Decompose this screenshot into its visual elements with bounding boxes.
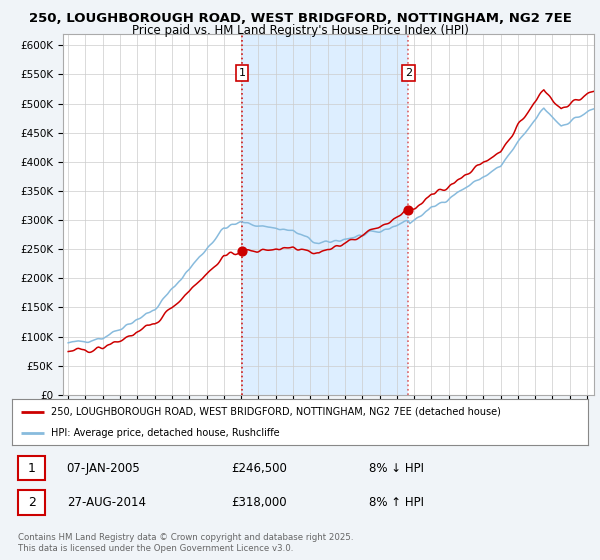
- Text: 2: 2: [28, 496, 35, 509]
- Text: £246,500: £246,500: [231, 462, 287, 475]
- Text: Price paid vs. HM Land Registry's House Price Index (HPI): Price paid vs. HM Land Registry's House …: [131, 24, 469, 37]
- FancyBboxPatch shape: [18, 490, 46, 515]
- Text: 8% ↓ HPI: 8% ↓ HPI: [369, 462, 424, 475]
- Point: [237, 247, 247, 256]
- Text: 07-JAN-2005: 07-JAN-2005: [67, 462, 140, 475]
- Text: 250, LOUGHBOROUGH ROAD, WEST BRIDGFORD, NOTTINGHAM, NG2 7EE: 250, LOUGHBOROUGH ROAD, WEST BRIDGFORD, …: [29, 12, 571, 25]
- Bar: [242, 34, 409, 395]
- Text: 250, LOUGHBOROUGH ROAD, WEST BRIDGFORD, NOTTINGHAM, NG2 7EE (detached house): 250, LOUGHBOROUGH ROAD, WEST BRIDGFORD, …: [51, 407, 501, 417]
- Text: £318,000: £318,000: [231, 496, 287, 509]
- Text: 1: 1: [238, 68, 245, 78]
- Text: 2: 2: [405, 68, 412, 78]
- Text: 27-AUG-2014: 27-AUG-2014: [67, 496, 146, 509]
- Text: HPI: Average price, detached house, Rushcliffe: HPI: Average price, detached house, Rush…: [51, 428, 280, 438]
- Text: 1: 1: [28, 462, 35, 475]
- Text: 8% ↑ HPI: 8% ↑ HPI: [369, 496, 424, 509]
- Point: [404, 205, 413, 214]
- FancyBboxPatch shape: [18, 456, 46, 480]
- Text: Contains HM Land Registry data © Crown copyright and database right 2025.
This d: Contains HM Land Registry data © Crown c…: [18, 533, 353, 553]
